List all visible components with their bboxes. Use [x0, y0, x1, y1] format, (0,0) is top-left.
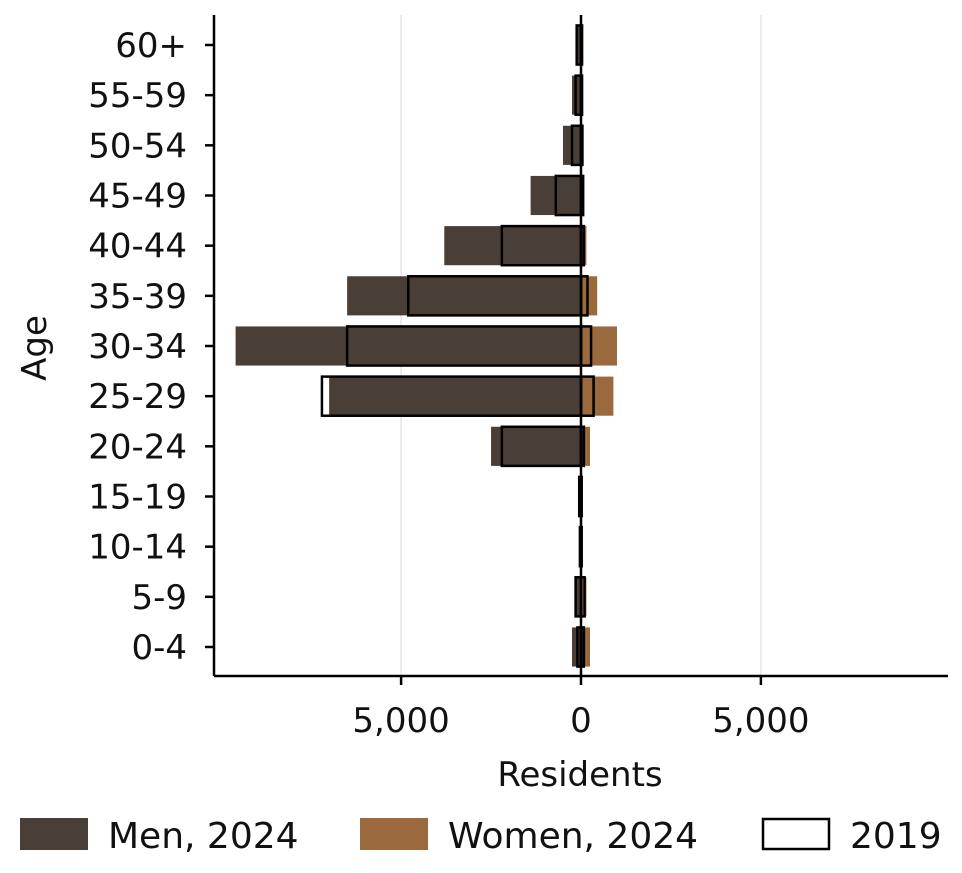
y-tick-label-30-34: 30-34 [88, 327, 187, 367]
bar-women-2024-35-39 [581, 276, 598, 316]
y-tick-labels: 0-4 5-9 10-14 15-19 20-24 25-29 30-34 35-39 40-4… [88, 26, 214, 668]
y-tick-label-50-54: 50-54 [88, 126, 187, 166]
x-tick-label-2: 5,000 [712, 701, 809, 741]
bar-men-2024-20-24 [491, 426, 581, 466]
y-tick-label-15-19: 15-19 [88, 478, 187, 518]
legend: Men, 2024 Women, 2024 2019 [20, 816, 942, 857]
y-tick-label-60+: 60+ [115, 26, 187, 66]
bars-layer [235, 25, 617, 667]
bar-women-2024-30-34 [581, 326, 617, 366]
bar-men-2024-25-29 [329, 376, 581, 416]
bar-men-2024-35-39 [347, 276, 581, 316]
y-tick-label-35-39: 35-39 [88, 277, 187, 317]
y-tick-label-55-59: 55-59 [88, 76, 187, 116]
x-tick-labels: 5,000 0 5,000 [352, 676, 810, 741]
y-tick-label-25-29: 25-29 [88, 377, 187, 417]
bar-men-2024-5-9 [574, 577, 581, 617]
y-tick-label-20-24: 20-24 [88, 427, 187, 467]
y-tick-label-45-49: 45-49 [88, 177, 187, 217]
bar-women-2024-0-4 [581, 627, 590, 667]
bar-women-2024-20-24 [581, 426, 590, 466]
x-tick-label-0: 5,000 [352, 701, 449, 741]
y-tick-label-0-4: 0-4 [131, 628, 187, 668]
legend-swatch-men-2024 [20, 818, 88, 850]
y-tick-label-40-44: 40-44 [88, 227, 187, 267]
y-axis-title: Age [15, 315, 55, 381]
legend-label-women-2024: Women, 2024 [448, 816, 698, 857]
bar-men-2024-30-34 [235, 326, 581, 366]
legend-swatch-2019 [761, 817, 831, 851]
y-tick-label-5-9: 5-9 [131, 578, 187, 618]
legend-label-2019: 2019 [850, 816, 942, 857]
y-tick-label-10-14: 10-14 [88, 528, 187, 568]
legend-label-men-2024: Men, 2024 [108, 816, 299, 857]
bar-men-2024-60+ [576, 25, 581, 65]
x-tick-label-1: 0 [570, 701, 592, 741]
bar-women-2024-25-29 [581, 376, 614, 416]
legend-swatch-women-2024 [360, 818, 428, 850]
bar-men-2024-40-44 [444, 226, 581, 266]
x-axis-title: Residents [497, 755, 662, 795]
